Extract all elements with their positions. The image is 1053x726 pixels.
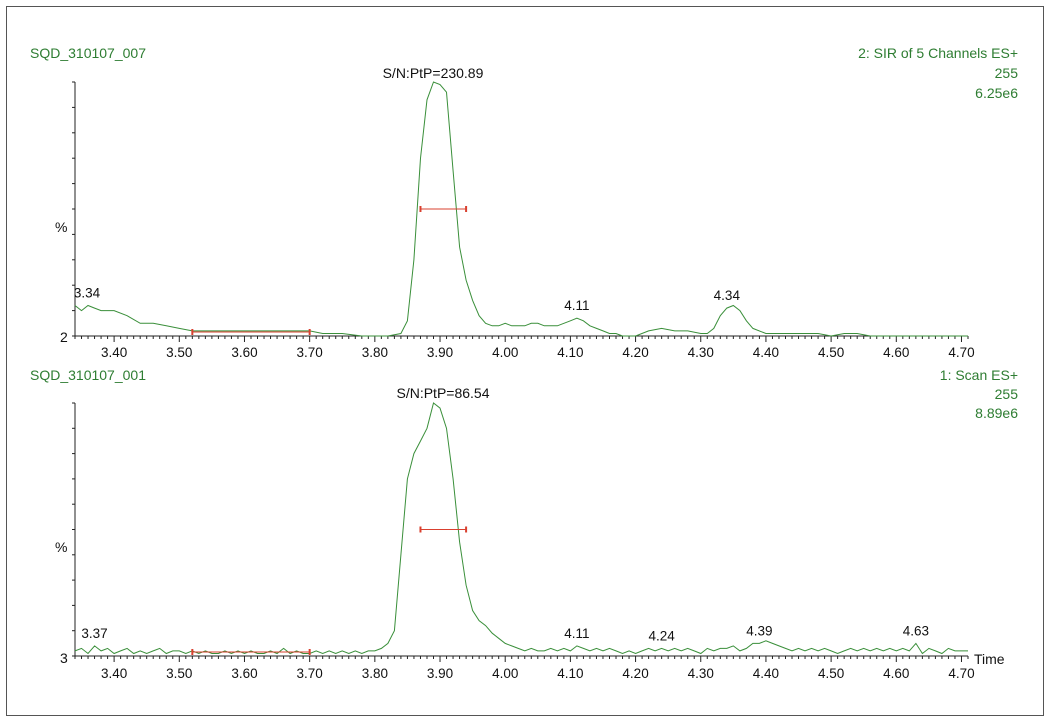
panel1-intensity: 6.25e6 xyxy=(975,85,1018,101)
x-tick-label: 4.00 xyxy=(492,666,518,681)
x-tick-label: 3.70 xyxy=(297,666,323,681)
panel1-trace xyxy=(74,81,968,337)
panel1-function-label: 2: SIR of 5 Channels ES+ xyxy=(858,45,1018,61)
x-tick-label: 3.80 xyxy=(362,345,388,360)
panel2-intensity: 8.89e6 xyxy=(975,405,1018,421)
x-tick-label: 4.50 xyxy=(818,666,844,681)
peak-label: 4.63 xyxy=(903,623,929,638)
x-tick-label: 3.60 xyxy=(231,345,257,360)
x-tick-label: 4.30 xyxy=(688,345,714,360)
peak-label: 4.11 xyxy=(564,626,589,641)
x-tick-label: 4.00 xyxy=(492,345,518,360)
x-tick-label: 4.10 xyxy=(557,345,583,360)
panel2-channel: 255 xyxy=(995,386,1019,402)
x-tick-label: 3.90 xyxy=(427,666,453,681)
x-tick-label: 4.40 xyxy=(753,345,779,360)
panel1-sample-name: SQD_310107_007 xyxy=(30,45,146,61)
peak-label: 4.11 xyxy=(564,298,589,313)
x-tick-label: 4.70 xyxy=(948,666,974,681)
x-tick-label: 3.50 xyxy=(166,345,192,360)
x-tick-label: 3.60 xyxy=(231,666,257,681)
peak-label: 3.34 xyxy=(74,286,101,301)
x-tick-label: 4.20 xyxy=(622,666,648,681)
x-tick-label: 3.40 xyxy=(101,345,127,360)
peak-label: 3.37 xyxy=(81,626,107,641)
x-tick-label: 3.80 xyxy=(362,666,388,681)
panel2-ylabel: % xyxy=(55,539,67,555)
x-tick-label: 3.70 xyxy=(297,345,323,360)
panel2-function-label: 1: Scan ES+ xyxy=(940,367,1018,383)
peak-label: 4.39 xyxy=(746,623,772,638)
panel2-sn-label: S/N:PtP=86.54 xyxy=(396,385,489,401)
x-tick-label: 3.90 xyxy=(427,345,453,360)
x-tick-label: 4.60 xyxy=(883,345,909,360)
panel2-ymin-label: 3 xyxy=(60,650,68,666)
panel1-ylabel: % xyxy=(55,219,67,235)
x-tick-label: 4.70 xyxy=(948,345,974,360)
panel1-channel: 255 xyxy=(995,65,1019,81)
x-tick-label: 4.20 xyxy=(622,345,648,360)
panel2-sample-name: SQD_310107_001 xyxy=(30,367,146,383)
x-tick-label: 4.30 xyxy=(688,666,714,681)
x-tick-label: 4.40 xyxy=(753,666,779,681)
peak-label: 4.34 xyxy=(714,288,741,303)
panel2-trace xyxy=(74,402,968,655)
chart-frame xyxy=(6,6,1044,716)
panel1-sn-label: S/N:PtP=230.89 xyxy=(383,65,484,81)
x-tick-label: 3.40 xyxy=(101,666,127,681)
peak-label: 4.24 xyxy=(649,628,676,643)
panel1-ymin-label: 2 xyxy=(60,329,68,345)
x-tick-label: 4.10 xyxy=(557,666,583,681)
x-tick-label: 3.50 xyxy=(166,666,192,681)
panel2-xlabel: Time xyxy=(974,651,1005,667)
x-tick-label: 4.60 xyxy=(883,666,909,681)
x-tick-label: 4.50 xyxy=(818,345,844,360)
